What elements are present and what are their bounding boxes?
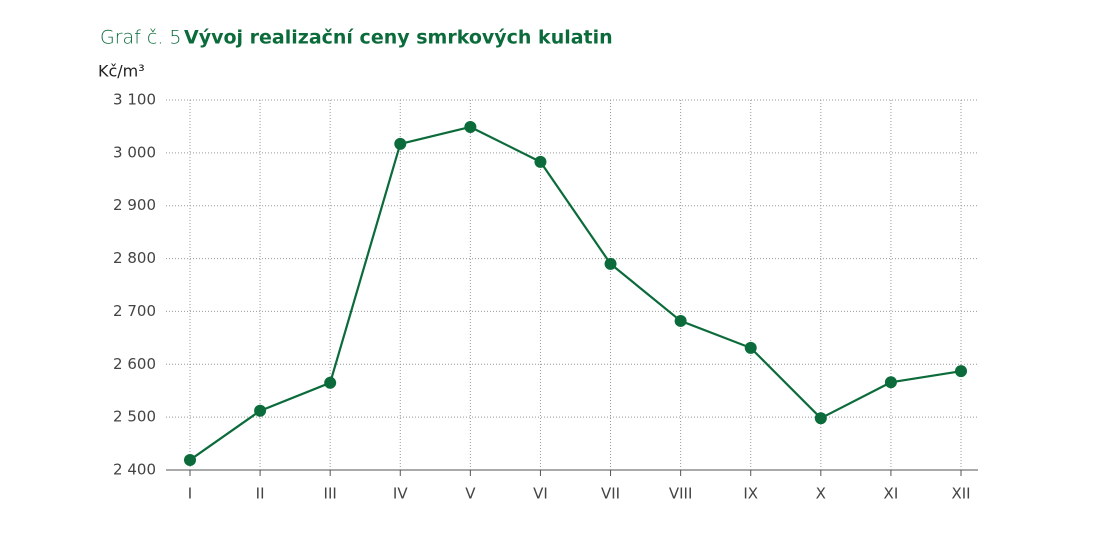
- series-line: [189, 125, 962, 461]
- y-tick-label: 2 700: [113, 302, 156, 320]
- data-point: [744, 341, 757, 354]
- x-tick-label: IV: [393, 485, 408, 503]
- data-point: [674, 314, 687, 327]
- x-tick-label: V: [465, 485, 476, 503]
- x-tick-label: XII: [951, 485, 970, 503]
- data-point: [534, 155, 547, 168]
- data-point: [604, 257, 617, 270]
- y-tick-label: 2 400: [113, 461, 156, 479]
- x-tick-label: X: [816, 485, 826, 503]
- y-tick-label: 3 100: [113, 91, 156, 109]
- y-tick-label: 2 800: [113, 249, 156, 267]
- data-point: [884, 376, 897, 389]
- x-tick-label: VII: [601, 485, 620, 503]
- data-point: [394, 137, 407, 150]
- y-tick-label: 2 900: [113, 196, 156, 214]
- y-tick-label: 3 000: [113, 143, 156, 161]
- data-point: [955, 365, 967, 378]
- chart-title: Vývoj realizační ceny smrkových kulatin: [184, 27, 613, 49]
- figure-label: Graf č. 5: [100, 27, 182, 49]
- x-tick-label: IX: [743, 485, 758, 503]
- x-tick-label: II: [256, 485, 265, 503]
- data-point: [464, 120, 477, 133]
- data-point: [324, 376, 337, 389]
- data-point: [184, 453, 196, 466]
- x-tick-label: XI: [884, 485, 899, 503]
- x-tick-label: I: [188, 485, 192, 503]
- y-axis-label: Kč/m³: [98, 62, 145, 81]
- x-tick-label: VI: [533, 485, 548, 503]
- data-point: [814, 412, 827, 425]
- x-tick-label: III: [324, 485, 337, 503]
- x-tick-label: VIII: [669, 485, 693, 503]
- data-point: [254, 404, 267, 417]
- y-tick-label: 2 500: [113, 408, 156, 426]
- y-tick-label: 2 600: [113, 355, 156, 373]
